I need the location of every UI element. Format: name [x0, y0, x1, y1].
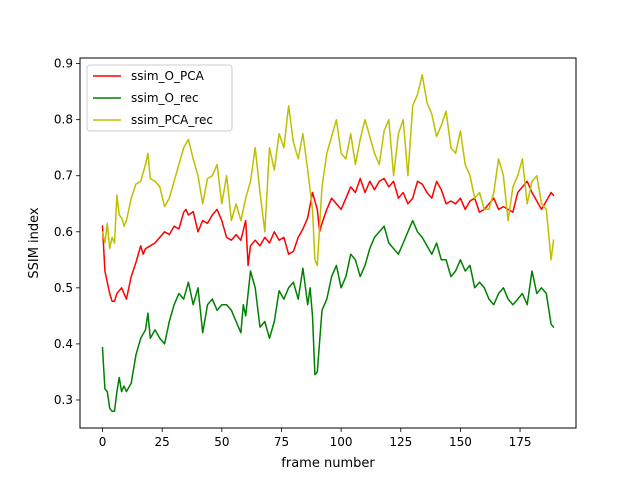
y-tick-label: 0.3	[54, 393, 73, 407]
y-axis-label: SSIM index	[27, 207, 42, 279]
x-tick-label: 175	[509, 435, 532, 449]
y-tick-label: 0.5	[54, 281, 73, 295]
y-tick-label: 0.8	[54, 113, 73, 127]
x-tick-label: 25	[155, 435, 170, 449]
x-tick-label: 150	[449, 435, 472, 449]
series-line-1	[101, 219, 555, 412]
y-tick-label: 0.4	[54, 337, 73, 351]
x-axis-label: frame number	[281, 456, 375, 471]
legend-label-0: ssim_O_PCA	[131, 69, 205, 83]
series-layer	[101, 74, 555, 412]
series-line-2	[101, 74, 555, 267]
y-tick-label: 0.9	[54, 57, 73, 71]
x-tick-label: 125	[389, 435, 412, 449]
legend: ssim_O_PCA ssim_O_rec ssim_PCA_rec	[86, 64, 233, 132]
plot-frame	[79, 57, 577, 429]
legend-label-2: ssim_PCA_rec	[131, 113, 213, 127]
legend-box	[86, 64, 233, 132]
x-tick-label: 100	[330, 435, 353, 449]
legend-label-1: ssim_O_rec	[131, 91, 199, 105]
y-tick-label: 0.6	[54, 225, 73, 239]
x-tick-label: 75	[274, 435, 289, 449]
y-tick-label: 0.7	[54, 169, 73, 183]
x-tick-label: 0	[99, 435, 107, 449]
x-tick-label: 50	[214, 435, 229, 449]
series-line-0	[101, 177, 555, 303]
ticks-layer: 0 25 50 75 100 125 150 175 0.3 0.4 0.5 0.6 0.7 0.8 0.9	[54, 57, 532, 449]
